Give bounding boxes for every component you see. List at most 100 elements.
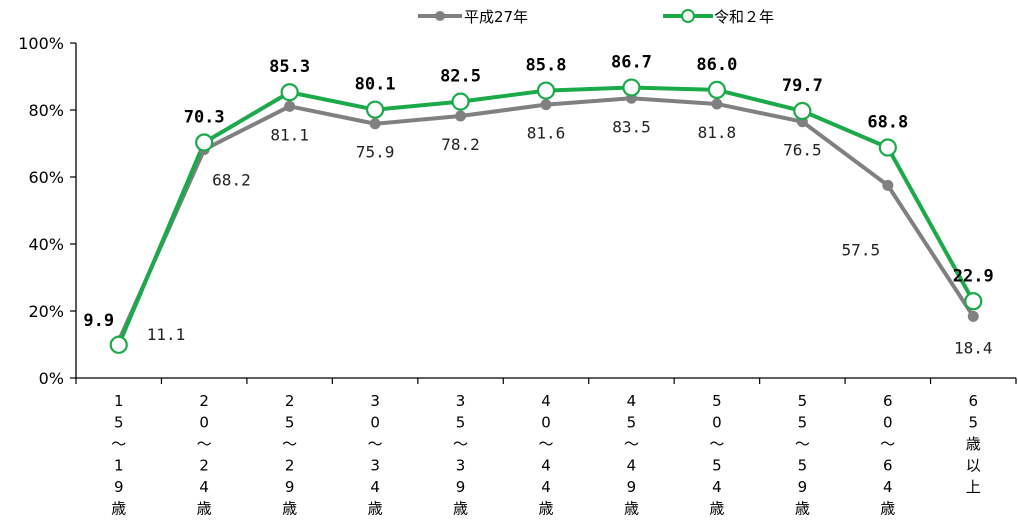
data-label-h27: 81.1 — [270, 125, 309, 144]
x-category-glyph: 以 — [966, 457, 981, 475]
x-category-glyph: 歳 — [880, 500, 895, 518]
x-category-glyph: 〜 — [197, 435, 212, 453]
x-category-glyph: 6 — [883, 392, 893, 410]
x-category-glyph: 4 — [883, 478, 893, 496]
x-category-glyph: 歳 — [453, 500, 468, 518]
data-point-r2 — [707, 80, 727, 100]
x-category-label: 3 5 〜 3 9 歳 — [453, 392, 468, 518]
x-category-glyph: 4 — [627, 392, 637, 410]
x-category-label: 3 0 〜 3 4 歳 — [368, 392, 383, 518]
y-tick-label: 80% — [28, 101, 64, 120]
x-category-label: 6 5 歳以上 — [966, 392, 981, 496]
x-category-glyph: 3 — [370, 392, 380, 410]
data-label-r2: 70.3 — [184, 107, 225, 127]
data-point-h27 — [711, 98, 723, 110]
x-category-glyph: 6 — [968, 392, 978, 410]
data-label-r2: 68.8 — [867, 113, 908, 133]
x-category-glyph: 歳 — [624, 500, 639, 518]
x-category-label: 1 5 〜 1 9 歳 — [111, 392, 126, 518]
data-point-r2 — [195, 133, 214, 152]
x-category-glyph: 歳 — [538, 500, 553, 518]
data-point-h27 — [967, 310, 979, 322]
data-point-h27 — [882, 179, 894, 191]
data-label-h27: 11.1 — [147, 325, 186, 344]
data-point-r2 — [451, 92, 470, 111]
data-label-r2: 79.7 — [782, 76, 823, 96]
x-category-glyph: 6 — [883, 457, 893, 475]
data-point-h27 — [369, 118, 381, 130]
data-point-h27 — [540, 99, 552, 111]
x-category-glyph: 9 — [798, 478, 808, 496]
legend-marker-r2 — [681, 9, 695, 23]
x-category-label: 4 0 〜 4 4 歳 — [538, 392, 553, 518]
data-label-h27: 57.5 — [842, 240, 881, 259]
data-label-r2: 86.0 — [696, 55, 737, 75]
x-category-glyph: 歳 — [282, 500, 297, 518]
legend-marker-h27 — [435, 11, 445, 21]
legend-label-h27: 平成27年 — [464, 8, 528, 26]
data-point-r2 — [878, 138, 897, 157]
data-label-r2: 85.8 — [526, 56, 567, 76]
x-category-glyph: 4 — [627, 457, 637, 475]
x-category-glyph: 5 — [968, 414, 978, 432]
x-category-glyph: 〜 — [538, 435, 553, 453]
data-label-h27: 75.9 — [356, 143, 395, 162]
x-category-glyph: 3 — [456, 457, 466, 475]
x-category-label: 5 5 〜 5 9 歳 — [795, 392, 810, 518]
data-label-r2: 86.7 — [611, 53, 652, 73]
x-category-glyph: 5 — [798, 392, 808, 410]
x-category-glyph: 〜 — [624, 435, 639, 453]
x-category-glyph: 上 — [966, 478, 981, 496]
x-category-glyph: 3 — [370, 457, 380, 475]
data-label-r2: 9.9 — [83, 311, 114, 331]
data-label-h27: 76.5 — [783, 141, 822, 160]
x-category-glyph: 〜 — [453, 435, 468, 453]
x-category-glyph: 9 — [114, 478, 124, 496]
data-point-r2 — [793, 101, 812, 121]
data-label-r2: 85.3 — [269, 57, 310, 77]
x-category-glyph: 5 — [712, 457, 722, 475]
x-category-glyph: 0 — [541, 414, 551, 432]
x-category-glyph: 5 — [285, 414, 295, 432]
x-category-glyph: 2 — [285, 457, 295, 475]
data-point-r2 — [964, 292, 983, 311]
data-label-h27: 78.2 — [441, 135, 480, 154]
x-category-glyph: 4 — [541, 392, 551, 410]
x-category-label: 2 5 〜 2 9 歳 — [282, 392, 297, 518]
data-point-r2 — [536, 81, 556, 100]
y-tick-label: 40% — [28, 235, 64, 254]
x-category-glyph: 4 — [541, 457, 551, 475]
x-category-glyph: 歳 — [368, 500, 383, 518]
y-tick-label: 100% — [18, 34, 64, 53]
x-category-glyph: 3 — [456, 392, 466, 410]
x-category-glyph: 9 — [456, 478, 466, 496]
x-category-glyph: 4 — [199, 478, 209, 496]
x-category-glyph: 5 — [798, 457, 808, 475]
x-category-glyph: 〜 — [368, 435, 383, 453]
data-label-h27: 81.6 — [527, 124, 566, 143]
x-category-glyph: 5 — [114, 414, 124, 432]
data-point-r2 — [365, 100, 385, 119]
legend-label-r2: 令和２年 — [714, 8, 774, 26]
x-category-glyph: 0 — [370, 414, 380, 432]
data-point-r2 — [109, 335, 128, 354]
x-category-glyph: 4 — [370, 478, 380, 496]
data-point-r2 — [622, 78, 641, 97]
x-category-glyph: 2 — [285, 392, 295, 410]
x-category-glyph: 〜 — [880, 435, 895, 453]
data-label-h27: 18.4 — [954, 338, 993, 357]
x-category-glyph: 〜 — [282, 435, 297, 453]
x-category-glyph: 歳 — [197, 500, 212, 518]
x-category-glyph: 歳 — [709, 500, 724, 518]
data-label-h27: 83.5 — [612, 117, 651, 136]
x-category-glyph: 5 — [456, 414, 466, 432]
data-point-h27 — [455, 110, 467, 122]
x-category-glyph: 歳 — [966, 435, 981, 453]
x-category-glyph: 0 — [199, 414, 209, 432]
x-category-glyph: 〜 — [709, 435, 724, 453]
data-label-h27: 68.2 — [212, 171, 251, 190]
data-point-h27 — [284, 100, 296, 112]
x-category-label: 6 0 〜 6 4 歳 — [880, 392, 895, 518]
x-category-glyph: 歳 — [795, 500, 810, 518]
x-category-glyph: 5 — [712, 392, 722, 410]
